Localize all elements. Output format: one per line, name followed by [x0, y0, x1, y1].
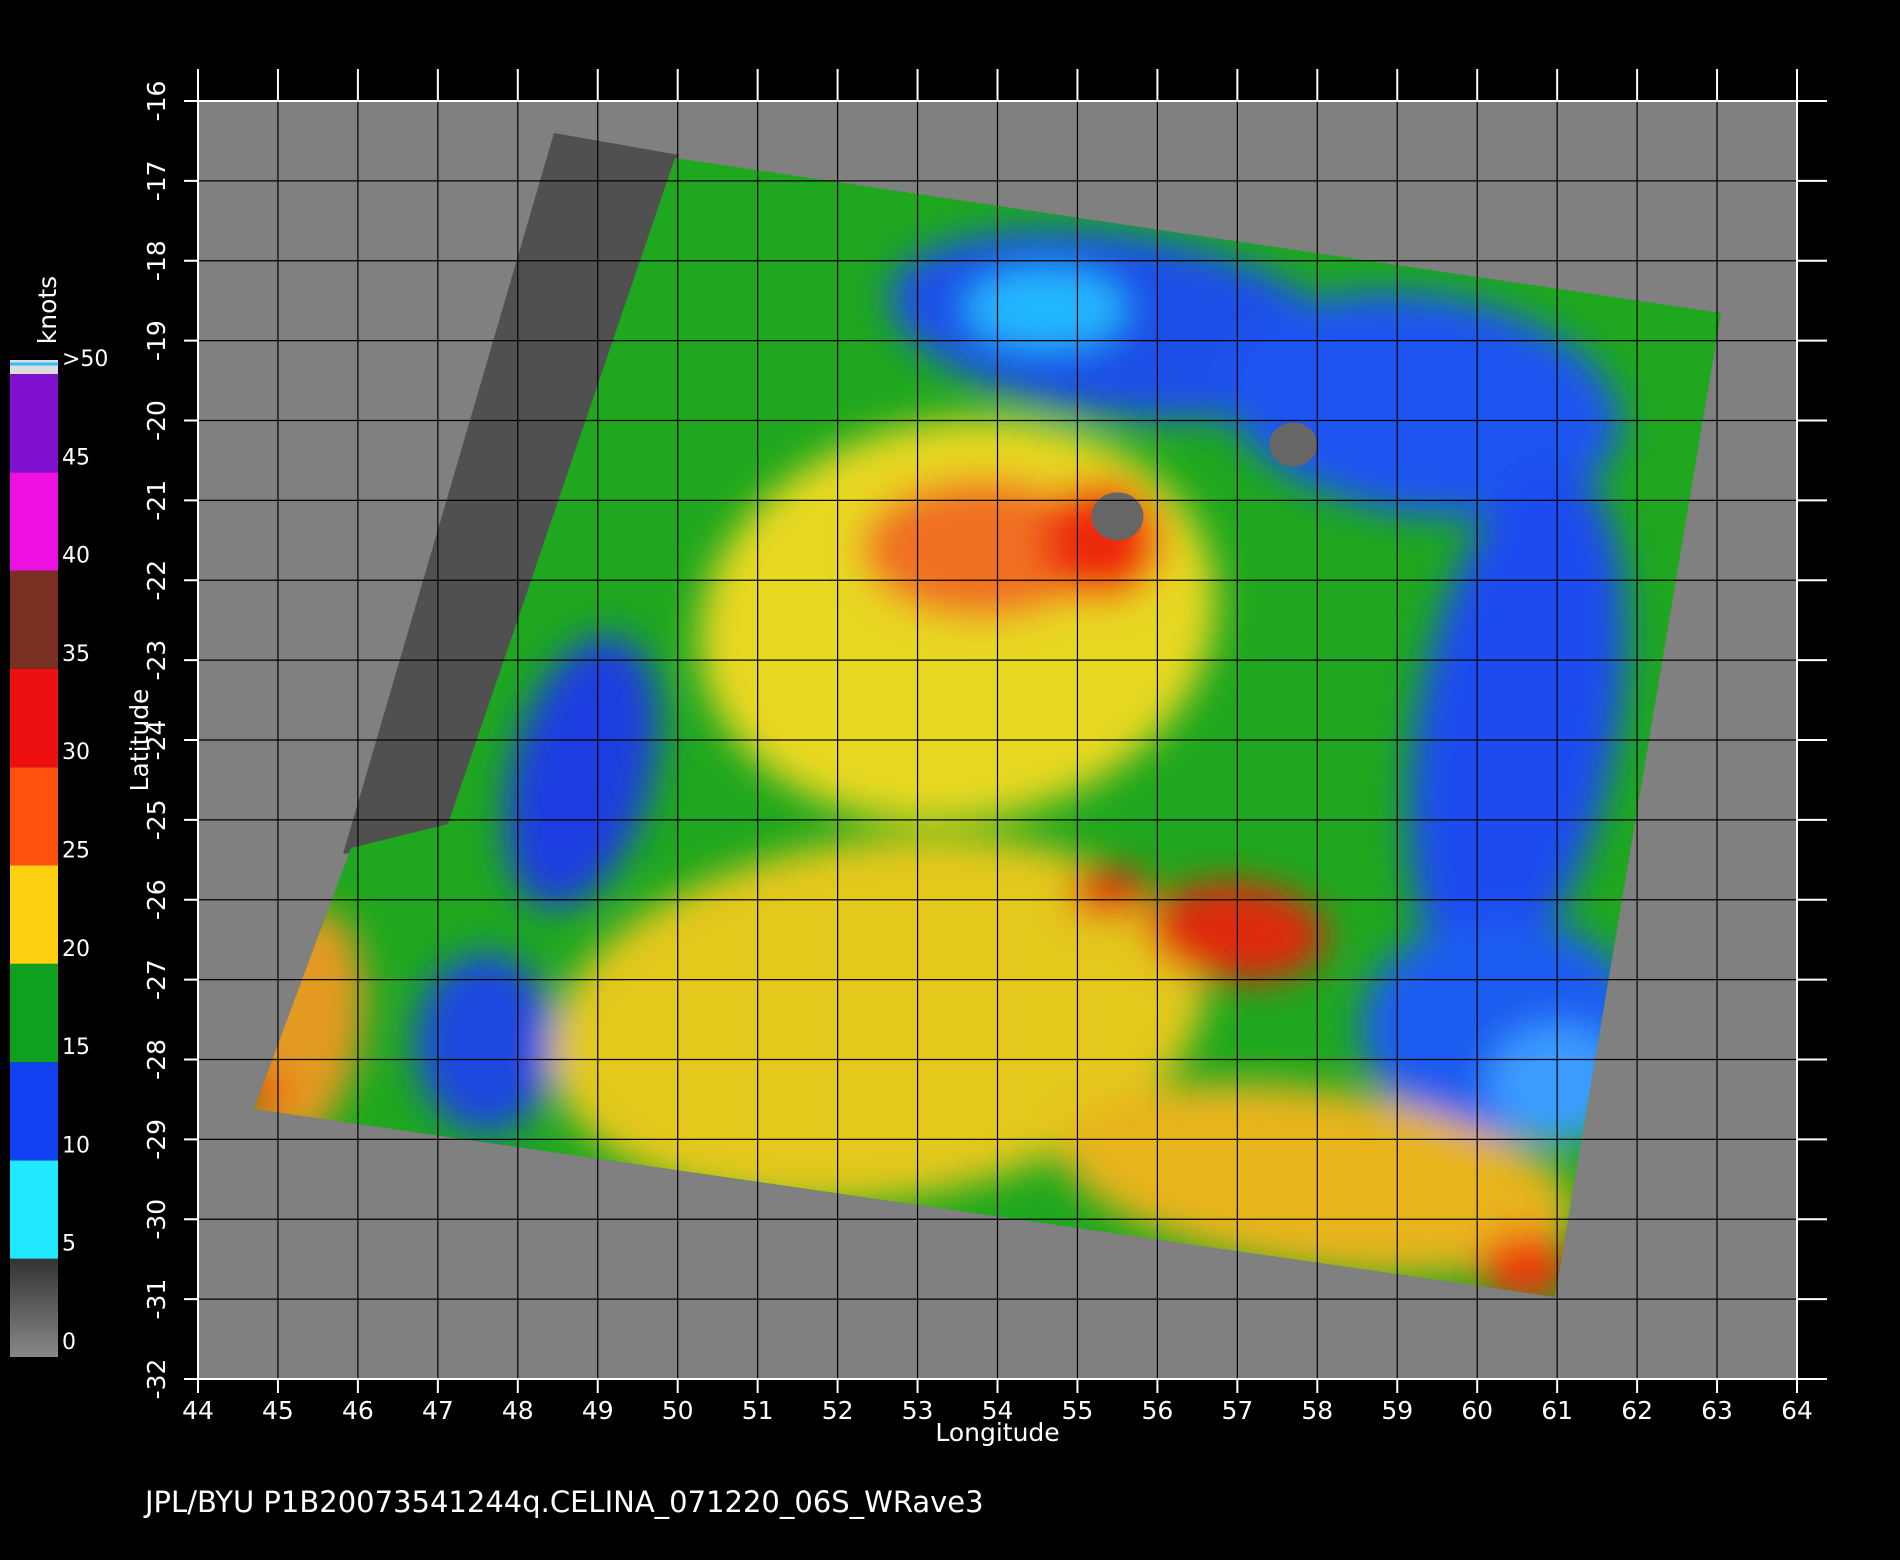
- colorbar-tick-label: 25: [62, 839, 90, 864]
- y-tick-label: -31: [142, 1279, 171, 1320]
- colorbar-band: [10, 1062, 58, 1161]
- colorbar-band: [10, 472, 58, 571]
- y-tick-label: -23: [142, 640, 171, 681]
- y-tick-label: -28: [142, 1039, 171, 1080]
- y-tick-label: -26: [142, 879, 171, 920]
- colorbar-cap: [10, 360, 58, 374]
- x-tick-label: 48: [502, 1396, 534, 1425]
- colorbar-tick-label: 40: [62, 544, 90, 569]
- storm-eye: [1091, 492, 1144, 541]
- y-tick-label: -24: [142, 720, 171, 761]
- x-tick-label: 46: [342, 1396, 374, 1425]
- colorbar-band: [10, 767, 58, 866]
- y-tick-label: -18: [142, 240, 171, 281]
- x-tick-label: 56: [1141, 1396, 1173, 1425]
- y-tick-label: -20: [142, 400, 171, 441]
- x-tick-label: 59: [1381, 1396, 1413, 1425]
- x-tick-label: 50: [662, 1396, 694, 1425]
- colorbar-tick-label: 10: [62, 1133, 90, 1158]
- y-tick-label: -25: [142, 799, 171, 840]
- colorbar-tick-label: 45: [62, 445, 90, 470]
- y-tick-label: -17: [142, 160, 171, 201]
- x-tick-label: 58: [1301, 1396, 1333, 1425]
- x-tick-label: 64: [1781, 1396, 1813, 1425]
- colorbar-band: [10, 570, 58, 669]
- y-tick-label: -32: [142, 1359, 171, 1400]
- x-tick-label: 53: [902, 1396, 934, 1425]
- x-tick-label: 57: [1221, 1396, 1253, 1425]
- colorbar-tick-label: 20: [62, 937, 90, 962]
- y-tick-label: -27: [142, 959, 171, 1000]
- colorbar-tick-label: 15: [62, 1035, 90, 1060]
- x-tick-label: 47: [422, 1396, 454, 1425]
- colorbar-tick-label: 30: [62, 740, 90, 765]
- y-axis-label: Latitude: [125, 689, 154, 792]
- grid: [197, 100, 1798, 1380]
- colorbar-band: [10, 963, 58, 1063]
- colorbar-band: [10, 865, 58, 964]
- colorbar-tick-label: 5: [62, 1232, 76, 1257]
- x-tick-label: 62: [1621, 1396, 1653, 1425]
- colorbar-band: [10, 374, 58, 473]
- colorbar-band: [10, 668, 58, 768]
- x-tick-label: 51: [742, 1396, 774, 1425]
- y-tick-label: -30: [142, 1199, 171, 1240]
- x-tick-label: 45: [262, 1396, 294, 1425]
- x-axis-label: Longitude: [935, 1418, 1059, 1447]
- y-tick-label: -16: [142, 81, 171, 122]
- axes: 44 45 46 47 48 49 50 51 52 53 54 55 56 57 58 59 60 61 62 63…: [125, 69, 1827, 1447]
- colorbar-band: [10, 1160, 58, 1259]
- x-tick-label: 63: [1701, 1396, 1733, 1425]
- x-tick-label: 54: [982, 1396, 1014, 1425]
- colorbar-tick-label: 0: [62, 1330, 76, 1355]
- footer: JPL/BYU P1B20073541244q.CELINA_071220_06…: [143, 1485, 984, 1519]
- x-tick-label: 55: [1062, 1396, 1094, 1425]
- colorbar-band: [10, 1258, 58, 1357]
- colorbar-tick-label: >50: [62, 347, 108, 372]
- colorbar-tick-label: 35: [62, 642, 90, 667]
- y-tick-label: -22: [142, 560, 171, 601]
- x-tick-label: 49: [582, 1396, 614, 1425]
- x-tick-label: 52: [822, 1396, 854, 1425]
- y-tick-label: -19: [142, 320, 171, 361]
- no-data-region: [343, 133, 679, 854]
- y-tick-label: -29: [142, 1119, 171, 1160]
- x-tick-label: 61: [1541, 1396, 1573, 1425]
- data-gap: [1269, 422, 1318, 467]
- colorbar-title: knots: [33, 276, 62, 344]
- wind-swath: [254, 158, 1721, 1297]
- x-tick-label: 60: [1461, 1396, 1493, 1425]
- x-tick-label: 44: [182, 1396, 214, 1425]
- y-tick-label: -21: [142, 480, 171, 521]
